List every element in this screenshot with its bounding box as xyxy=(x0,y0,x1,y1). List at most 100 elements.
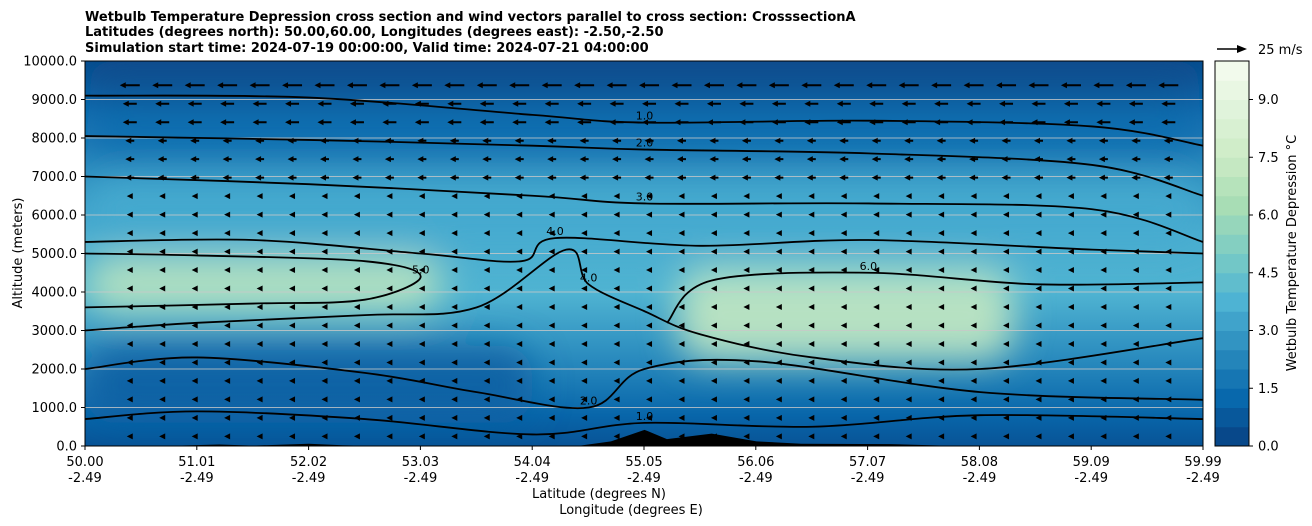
wind-vector-7-15 xyxy=(613,304,620,311)
wind-vector-9-21 xyxy=(808,267,815,274)
wind-vector-6-11 xyxy=(483,322,490,329)
wind-vector-16-27 xyxy=(1001,137,1011,144)
wind-vector-16-31 xyxy=(1131,137,1141,144)
wind-vector-16-26 xyxy=(969,137,979,144)
wind-vector-15-4 xyxy=(255,156,265,163)
wind-vector-4-30 xyxy=(1100,359,1107,366)
wind-vector-0-24 xyxy=(905,433,912,440)
wind-vector-3-27 xyxy=(1003,377,1010,384)
wind-vector-11-30 xyxy=(1100,230,1107,237)
wind-vector-5-23 xyxy=(873,340,880,347)
y-axis-label: Altitude (meters) xyxy=(11,198,26,309)
wind-vector-3-5 xyxy=(289,377,296,384)
wind-vector-10-6 xyxy=(321,248,328,255)
wind-vector-3-20 xyxy=(775,377,782,384)
wind-vector-16-25 xyxy=(936,137,946,144)
wind-vector-12-1 xyxy=(159,211,166,218)
wind-vector-1-2 xyxy=(191,414,198,421)
wind-vector-2-19 xyxy=(743,396,750,403)
x-tick-lon-10: -2.49 xyxy=(1186,471,1220,486)
wind-vector-7-27 xyxy=(1003,304,1010,311)
wind-vector-2-5 xyxy=(289,396,296,403)
wind-vector-6-29 xyxy=(1067,322,1074,329)
wind-vector-5-19 xyxy=(743,340,750,347)
wind-vector-2-2 xyxy=(191,396,198,403)
wind-vector-4-23 xyxy=(873,359,880,366)
wind-vector-18-30 xyxy=(1096,100,1111,107)
colorbar-ticks: 0.0 1.5 3.0 4.5 6.0 7.5 9.0 xyxy=(1249,93,1279,455)
wind-vector-5-18 xyxy=(710,340,717,347)
wind-vector-13-12 xyxy=(516,193,523,200)
colorbar-band-12 xyxy=(1215,195,1249,216)
wind-vector-1-13 xyxy=(548,414,555,421)
wind-vector-16-9 xyxy=(417,137,427,144)
wind-vector-18-22 xyxy=(836,100,851,107)
wind-vector-10-21 xyxy=(808,248,815,255)
wind-vector-12-20 xyxy=(775,211,782,218)
wind-vector-5-10 xyxy=(451,340,458,347)
wind-vector-3-31 xyxy=(1132,377,1139,384)
colorbar-band-19 xyxy=(1215,61,1249,81)
wind-vector-18-17 xyxy=(674,100,689,107)
wind-vector-2-10 xyxy=(451,396,458,403)
wind-vector-13-1 xyxy=(159,193,166,200)
wind-vector-7-14 xyxy=(581,304,588,311)
wind-vector-12-28 xyxy=(1035,211,1042,218)
contour-label-8: 1.0 xyxy=(636,410,654,423)
wind-vector-0-28 xyxy=(1035,433,1042,440)
wind-vector-14-5 xyxy=(287,174,297,181)
contour-line-4 xyxy=(85,248,1203,371)
wind-vector-16-20 xyxy=(774,137,784,144)
wind-vector-9-23 xyxy=(873,267,880,274)
wind-vector-13-11 xyxy=(483,193,490,200)
wind-vector-14-32 xyxy=(1163,174,1173,181)
wind-vector-6-17 xyxy=(678,322,685,329)
wind-vector-15-6 xyxy=(319,156,329,163)
title-line-3: Simulation start time: 2024-07-19 00:00:… xyxy=(85,41,649,56)
wind-vector-1-4 xyxy=(256,414,263,421)
y-tick-label-0: 0.0 xyxy=(56,440,77,455)
wind-vector-17-3 xyxy=(220,119,235,126)
wind-vector-10-27 xyxy=(1003,248,1010,255)
wind-vector-5-12 xyxy=(516,340,523,347)
wind-vector-16-8 xyxy=(384,137,394,144)
wind-vector-9-28 xyxy=(1035,267,1042,274)
wind-vector-3-26 xyxy=(970,377,977,384)
colorbar-band-10 xyxy=(1215,234,1249,254)
wind-vector-12-18 xyxy=(710,211,717,218)
wind-vector-14-1 xyxy=(157,174,167,181)
wind-vector-11-29 xyxy=(1067,230,1074,237)
wind-vector-12-29 xyxy=(1067,211,1074,218)
wind-vector-18-3 xyxy=(220,100,235,107)
wind-vector-14-19 xyxy=(741,174,751,181)
wind-vector-14-16 xyxy=(644,174,654,181)
x-tick-lon-2: -2.49 xyxy=(292,471,326,486)
colorbar-band-5 xyxy=(1215,330,1249,351)
wind-vector-1-1 xyxy=(159,414,166,421)
wind-vector-11-27 xyxy=(1003,230,1010,237)
wind-vector-10-17 xyxy=(678,248,685,255)
wind-vector-3-30 xyxy=(1100,377,1107,384)
wind-vector-8-5 xyxy=(289,285,296,292)
wind-vector-14-27 xyxy=(1001,174,1011,181)
wind-vector-17-22 xyxy=(836,119,851,126)
wind-vector-4-31 xyxy=(1132,359,1139,366)
colorbar-band-1 xyxy=(1215,407,1249,428)
wind-vector-13-26 xyxy=(970,193,977,200)
x-tick-lon-5: -2.49 xyxy=(627,471,661,486)
wind-vector-11-5 xyxy=(289,230,296,237)
y-tick-label-3: 3000.0 xyxy=(32,324,78,339)
wind-vector-10-22 xyxy=(840,248,847,255)
wind-vector-19-23 xyxy=(866,82,887,89)
wind-vector-14-22 xyxy=(839,174,849,181)
wind-vector-3-0 xyxy=(126,377,133,384)
wind-vector-11-14 xyxy=(581,230,588,237)
x-tick-lat-0: 50.00 xyxy=(66,455,103,470)
wind-vector-4-5 xyxy=(289,359,296,366)
wind-vector-0-9 xyxy=(418,433,425,440)
wind-vector-1-14 xyxy=(581,414,588,421)
wind-vector-2-7 xyxy=(353,396,360,403)
wind-vector-11-4 xyxy=(256,230,263,237)
wind-vector-19-29 xyxy=(1060,82,1081,89)
wind-vector-2-25 xyxy=(938,396,945,403)
